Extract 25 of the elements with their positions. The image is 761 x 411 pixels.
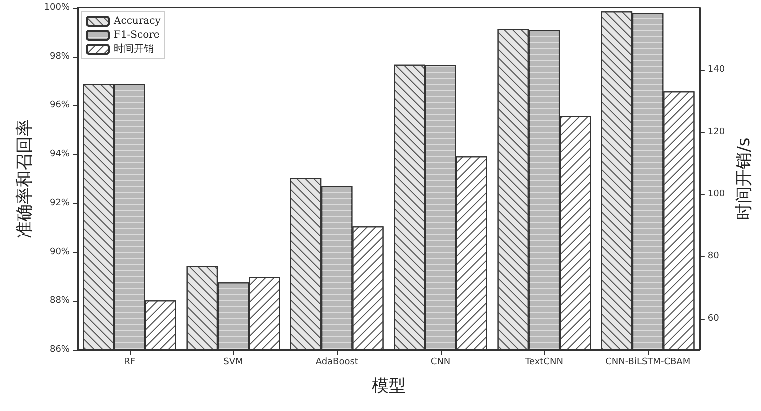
x-tick-label: RF [124,358,136,368]
y-tick-label: 96% [50,100,70,111]
y-tick-label: 90% [50,247,70,258]
x-tick-label: SVM [224,358,244,368]
y2-axis-title: 时间开销/s [734,138,754,220]
x-tick-label: CNN [430,358,451,368]
y-tick-label: 100% [44,3,70,13]
y-tick-label: 92% [50,198,70,208]
y-tick-label: 86% [50,345,70,355]
y-axis-title: 准确率和召回率 [14,120,35,238]
legend-label: 时间开销 [114,43,154,55]
y2-tick-label: 140 [708,65,726,76]
y-tick-label: 88% [50,296,70,306]
y2-tick-label: 60 [708,314,720,324]
y-tick-label: 94% [50,150,70,160]
y2-tick-label: 80 [708,252,720,262]
y2-tick-label: 120 [708,127,726,138]
legend-label: F1-Score [114,30,160,41]
x-tick-label: AdaBoost [316,358,359,368]
x-tick-label: TextCNN [524,358,564,368]
legend-label: Accuracy [113,16,162,27]
x-axis-title: 模型 [372,376,406,396]
y2-tick-label: 100 [708,190,726,200]
x-tick-label: CNN-BiLSTM-CBAM [606,358,691,368]
y-tick-label: 98% [50,52,70,62]
